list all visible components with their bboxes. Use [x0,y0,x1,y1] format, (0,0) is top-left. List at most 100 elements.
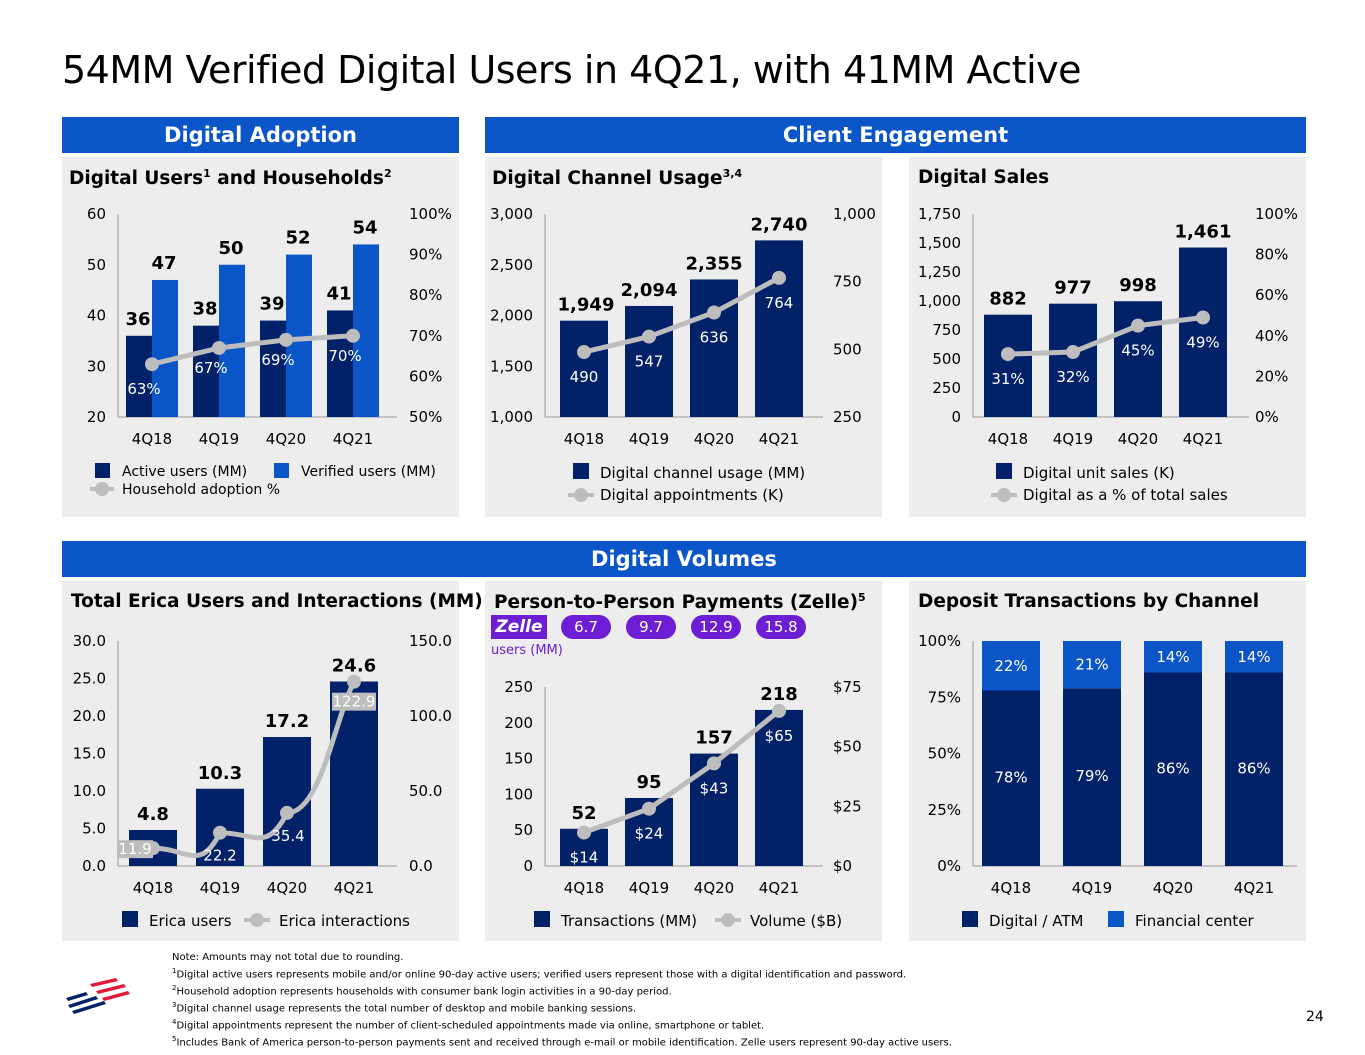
bar-value-label: 1,461 [1175,222,1232,243]
line-value-label: 45% [1121,342,1154,360]
line-value-label: 67% [194,359,227,377]
banner-digital-volumes: Digital Volumes [62,541,1306,577]
legend-label: Digital unit sales (K) [1023,464,1175,482]
footnote-note: Note: Amounts may not total due to round… [172,952,404,963]
y-tick-label: 0 [523,857,533,875]
y-tick-label: 20.0 [73,707,106,725]
y2-tick-label: $0 [833,857,852,875]
bar-value-label: 10.3 [198,763,242,784]
bar-active-users [193,325,219,417]
panel-title: Total Erica Users and Interactions (MM) [71,591,483,612]
y-tick-label: 750 [932,321,961,339]
bar [560,320,608,417]
y-tick-label: 30 [87,357,106,375]
y2-tick-label: 80% [409,286,442,304]
zelle-users-label: users (MM) [491,643,563,658]
legend-label: Digital channel usage (MM) [600,464,805,482]
bar-active-users [327,310,353,417]
y2-tick-label: 60% [1255,286,1288,304]
y-tick-label: 250 [504,678,533,696]
y2-tick-label: 50.0 [409,782,442,800]
legend-label: Volume ($B) [750,912,842,930]
footnotes: Note: Amounts may not total due to round… [172,951,952,1050]
y-tick-label: 150 [504,750,533,768]
bar-verified-users [152,279,178,417]
line-point [642,801,656,816]
legend-label: Erica interactions [279,912,410,930]
bar-verified-users [219,264,245,417]
chart-erica: 30.0 25.0 20.0 15.0 10.0 5.0 0.0 150.0 100.0 50.0… [73,632,452,930]
panel-title: Deposit Transactions by Channel [918,591,1260,612]
bar-digital-atm [1144,672,1202,866]
bar-label-active: 39 [259,294,284,315]
legend-label: Erica users [149,912,232,930]
zelle-users-pill: 15.8 [756,615,806,639]
bar [984,314,1032,417]
bar-value-label: 2,355 [686,253,743,274]
panel-title: Digital Channel Usage3,4 [492,167,743,190]
panel-title: Digital Users1 and Households2 [69,167,392,190]
y2-tick-label: 20% [1255,367,1288,385]
bar-financial-center [1225,641,1283,673]
panel-users-households: Digital Users1 and Households2 60 50 40 30 2… [62,157,459,517]
y-tick-label: 1,000 [490,408,533,426]
bar-value-label: 157 [695,728,733,749]
bar-digital-atm [1063,688,1121,866]
footnote: 3Digital channel usage represents the to… [172,1001,637,1015]
y-tick-label: 1,500 [490,357,533,375]
line-value-label: 764 [765,294,794,312]
y2-tick-label: 500 [833,340,862,358]
line-point [280,805,294,820]
line-point [772,703,786,718]
y-tick-label: 1,500 [918,234,961,252]
x-tick-label: 4Q19 [1053,430,1093,448]
y2-tick-label: 40% [1255,327,1288,345]
y2-tick-label: 750 [833,273,862,291]
x-tick-label: 4Q19 [1072,879,1112,897]
y2-tick-label: 150.0 [409,632,452,650]
legend-marker [250,913,264,927]
y-tick-label: 100% [918,632,961,650]
bar-value-label: 2,094 [621,280,678,301]
line-point [279,332,293,347]
y-tick-label: 200 [504,714,533,732]
bar-label-digital-atm: 86% [1156,759,1189,777]
panel-deposit: Deposit Transactions by Channel 100% 75% 5… [909,581,1306,941]
line-label-box [117,840,153,859]
y-tick-label: 20 [87,408,106,426]
x-tick-label: 4Q20 [694,430,734,448]
y2-tick-label: 90% [409,246,442,264]
line-point [1001,347,1015,362]
bar-label-verified: 54 [352,217,377,238]
line-point [707,305,721,320]
bar-digital-atm [982,690,1040,866]
legend-swatch [962,911,978,927]
line-value-label: 11.9 [118,840,151,858]
zelle-users-pill: 9.7 [626,615,676,639]
line-point [577,825,591,840]
line-value-label: 35.4 [271,827,304,845]
bar-value-label: 998 [1119,275,1157,296]
bar [690,279,738,417]
x-tick-label: 4Q18 [133,879,173,897]
line-point [577,345,591,360]
panel-channel-usage: Digital Channel Usage3,4 3,000 2,500 2,000… [485,157,882,517]
bar-label-digital-atm: 78% [994,768,1027,786]
legend-label: Active users (MM) [122,464,247,480]
bar-label-verified: 50 [218,238,243,259]
line-point [1196,310,1210,325]
legend-marker [574,488,588,502]
y-tick-label: 1,250 [918,263,961,281]
x-tick-label: 4Q18 [991,879,1031,897]
y2-tick-label: 60% [409,367,442,385]
bar-label-verified: 47 [151,253,176,274]
x-tick-label: 4Q19 [200,879,240,897]
bar-value-label: 1,949 [558,295,615,316]
y2-tick-label: 80% [1255,246,1288,264]
bar [625,305,673,417]
y-tick-label: 25% [928,801,961,819]
panel-zelle: Person-to-Person Payments (Zelle)5 Zelle… [485,581,882,941]
line-point [1131,318,1145,333]
y-tick-label: 1,000 [918,292,961,310]
legend: Erica users Erica interactions [122,911,410,930]
